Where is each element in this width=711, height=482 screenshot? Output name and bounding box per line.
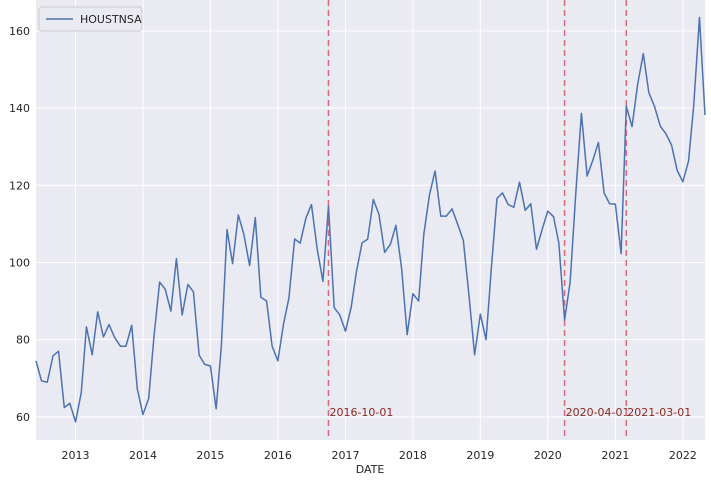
x-tick-label: 2018 [399,449,427,462]
y-axis-ticks: 60 80 100 120 140 160 [9,25,30,424]
x-tick-label: 2014 [129,449,157,462]
x-tick-label: 2019 [466,449,494,462]
grid [36,0,705,440]
reference-line-label: 2021-03-01 [627,406,691,419]
y-tick-label: 80 [16,334,30,347]
x-tick-label: 2016 [264,449,292,462]
reference-line-label: 2020-04-01 [566,406,630,419]
reference-line-label: 2016-10-01 [329,406,393,419]
x-tick-label: 2015 [196,449,224,462]
legend: HOUSTNSA [38,6,143,32]
x-tick-label: 2021 [601,449,629,462]
y-tick-label: 60 [16,411,30,424]
series-line-houstnsa [35,16,706,423]
x-axis-title: DATE [356,463,385,476]
y-tick-label: 160 [9,25,30,38]
legend-label: HOUSTNSA [80,13,142,26]
series-layer [35,16,706,423]
x-tick-label: 2022 [669,449,697,462]
y-tick-label: 140 [9,102,30,115]
y-tick-label: 120 [9,179,30,192]
x-tick-label: 2017 [331,449,359,462]
x-tick-label: 2013 [62,449,90,462]
x-axis-ticks: 2013 2014 2015 2016 2017 2018 2019 2020 2021 2022 [62,449,697,462]
x-tick-label: 2020 [534,449,562,462]
legend-box [38,6,143,32]
y-tick-label: 100 [9,256,30,269]
